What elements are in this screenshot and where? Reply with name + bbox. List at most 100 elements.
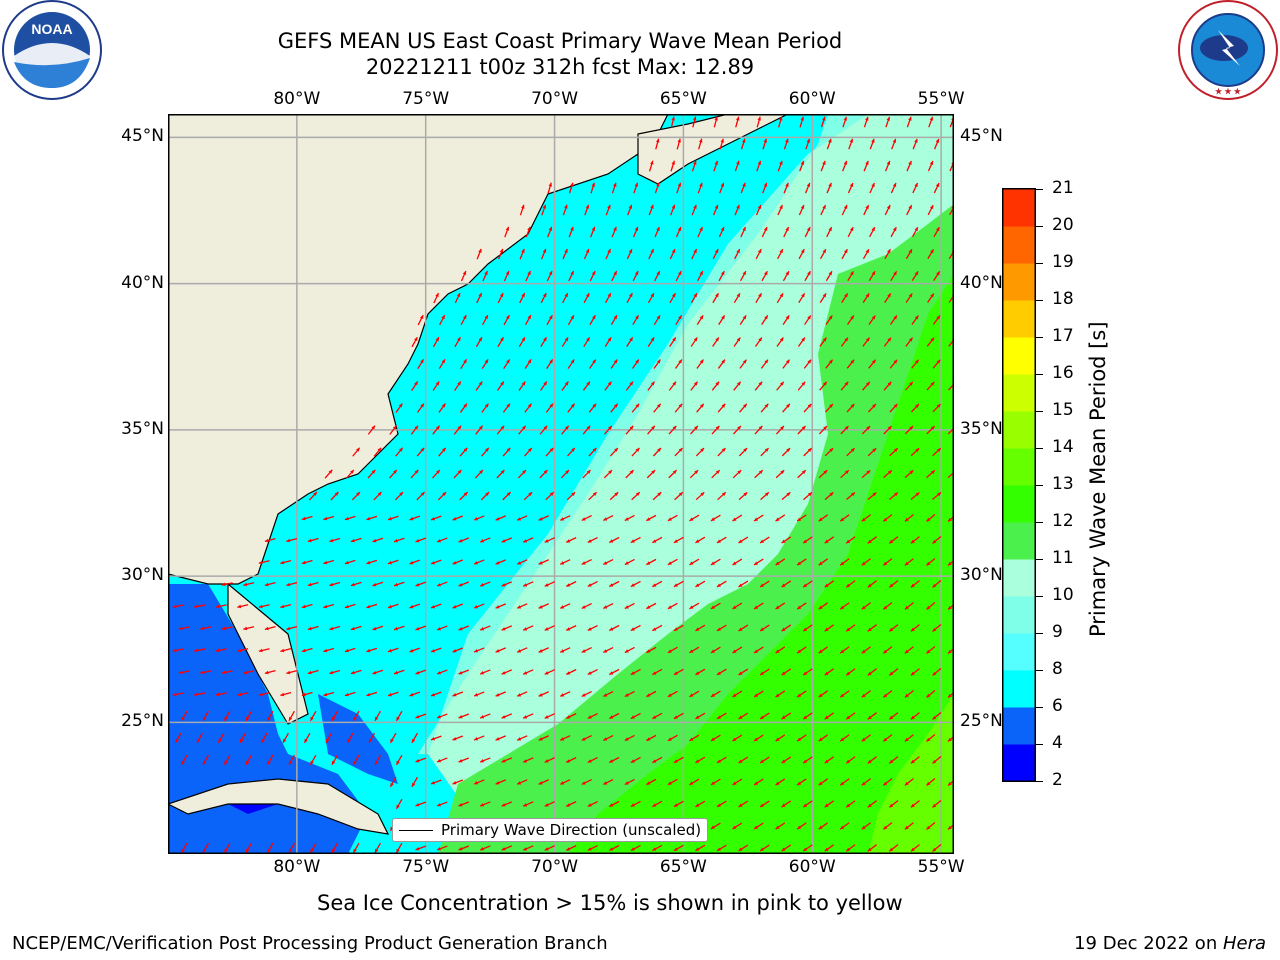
colorbar	[1002, 188, 1036, 782]
wave-arrow	[589, 359, 597, 369]
wave-arrow	[717, 403, 726, 413]
wave-arrow	[632, 270, 639, 282]
wave-arrow	[781, 844, 792, 852]
wave-arrow	[716, 712, 727, 720]
wave-arrow	[926, 690, 936, 698]
wave-arrow	[605, 204, 611, 216]
wave-arrow	[845, 844, 856, 852]
wave-arrow	[734, 160, 740, 172]
wave-arrow	[330, 491, 339, 501]
wave-arrow	[906, 116, 912, 128]
colorbar-tick: 14	[1052, 437, 1074, 457]
wave-arrow	[883, 425, 893, 435]
wave-arrow	[473, 559, 485, 565]
wave-arrow	[889, 359, 898, 369]
wave-arrow	[344, 647, 356, 653]
wave-arrow	[667, 602, 678, 610]
wave-arrow	[819, 381, 828, 391]
wave-arrow	[934, 138, 940, 150]
wave-arrow	[473, 779, 485, 785]
wave-arrow	[845, 800, 856, 808]
footer-host: Hera	[1222, 933, 1266, 954]
wave-arrow	[323, 559, 335, 565]
wave-arrow	[479, 581, 491, 587]
wave-arrow	[516, 691, 528, 697]
wave-arrow	[473, 603, 485, 609]
wave-arrow	[430, 559, 442, 565]
lat-tick-right: 45°N	[960, 126, 1003, 147]
wave-arrow	[862, 381, 871, 391]
wave-arrow	[223, 754, 231, 766]
wave-arrow	[716, 536, 727, 544]
wave-arrow	[818, 778, 829, 786]
wave-arrow	[518, 425, 527, 435]
wave-arrow	[910, 844, 920, 852]
wave-arrow	[436, 669, 448, 675]
wave-arrow	[884, 293, 892, 303]
wave-arrow	[194, 692, 206, 697]
wave-arrow	[692, 116, 697, 128]
wave-arrow	[565, 757, 577, 763]
wave-arrow	[389, 776, 397, 788]
wave-arrow	[587, 668, 598, 676]
wave-arrow	[840, 337, 849, 347]
wave-arrow	[781, 624, 792, 632]
wave-arrow	[867, 844, 877, 852]
wave-arrow	[861, 734, 871, 742]
wave-arrow	[522, 537, 534, 543]
wave-period-map	[168, 114, 954, 854]
wave-arrow	[904, 602, 914, 610]
wave-arrow	[416, 447, 425, 457]
wave-arrow	[430, 647, 442, 653]
wave-arrow	[776, 337, 784, 347]
wave-arrow	[409, 647, 421, 653]
wave-arrow	[516, 515, 528, 521]
wave-arrow	[458, 713, 470, 719]
wave-arrow	[652, 491, 662, 501]
wave-arrow	[221, 626, 233, 631]
wave-arrow	[350, 625, 362, 631]
wave-arrow	[754, 337, 763, 347]
wave-arrow	[436, 625, 448, 631]
wave-arrow	[479, 713, 491, 719]
wave-arrow	[417, 314, 424, 326]
wave-arrow	[802, 844, 813, 852]
wave-arrow	[733, 381, 742, 391]
wave-arrow	[393, 537, 405, 543]
wave-arrow	[674, 403, 683, 413]
wave-arrow	[847, 226, 854, 238]
wave-arrow	[568, 226, 574, 238]
wave-arrow	[605, 292, 612, 304]
wave-arrow	[588, 447, 597, 457]
wave-arrow	[775, 558, 786, 566]
wave-arrow	[911, 226, 919, 238]
wave-arrow	[624, 734, 635, 742]
wave-arrow	[624, 602, 635, 610]
wave-arrow	[840, 381, 849, 391]
wave-arrow	[367, 425, 376, 435]
wave-arrow	[646, 514, 657, 522]
wave-arrow	[802, 624, 813, 632]
wave-arrow	[588, 491, 598, 501]
wave-arrow	[519, 248, 525, 260]
wave-arrow	[538, 779, 549, 785]
wave-arrow	[695, 668, 706, 676]
wave-arrow	[888, 624, 899, 632]
wave-arrow	[215, 692, 227, 697]
wave-arrow	[804, 270, 812, 282]
wave-arrow	[624, 690, 635, 698]
wave-arrow	[819, 293, 827, 303]
wave-arrow	[389, 732, 397, 744]
wave-arrow	[416, 403, 425, 413]
wave-arrow	[906, 204, 913, 216]
wave-arrow	[926, 514, 936, 522]
wave-arrow	[410, 469, 419, 479]
wave-arrow	[458, 537, 470, 543]
wave-arrow	[631, 491, 641, 501]
wave-arrow	[803, 491, 813, 501]
wave-arrow	[367, 469, 376, 479]
wave-arrow	[544, 581, 555, 587]
wave-arrow	[668, 425, 677, 435]
wave-arrow	[344, 603, 356, 609]
wave-arrow	[452, 735, 464, 741]
